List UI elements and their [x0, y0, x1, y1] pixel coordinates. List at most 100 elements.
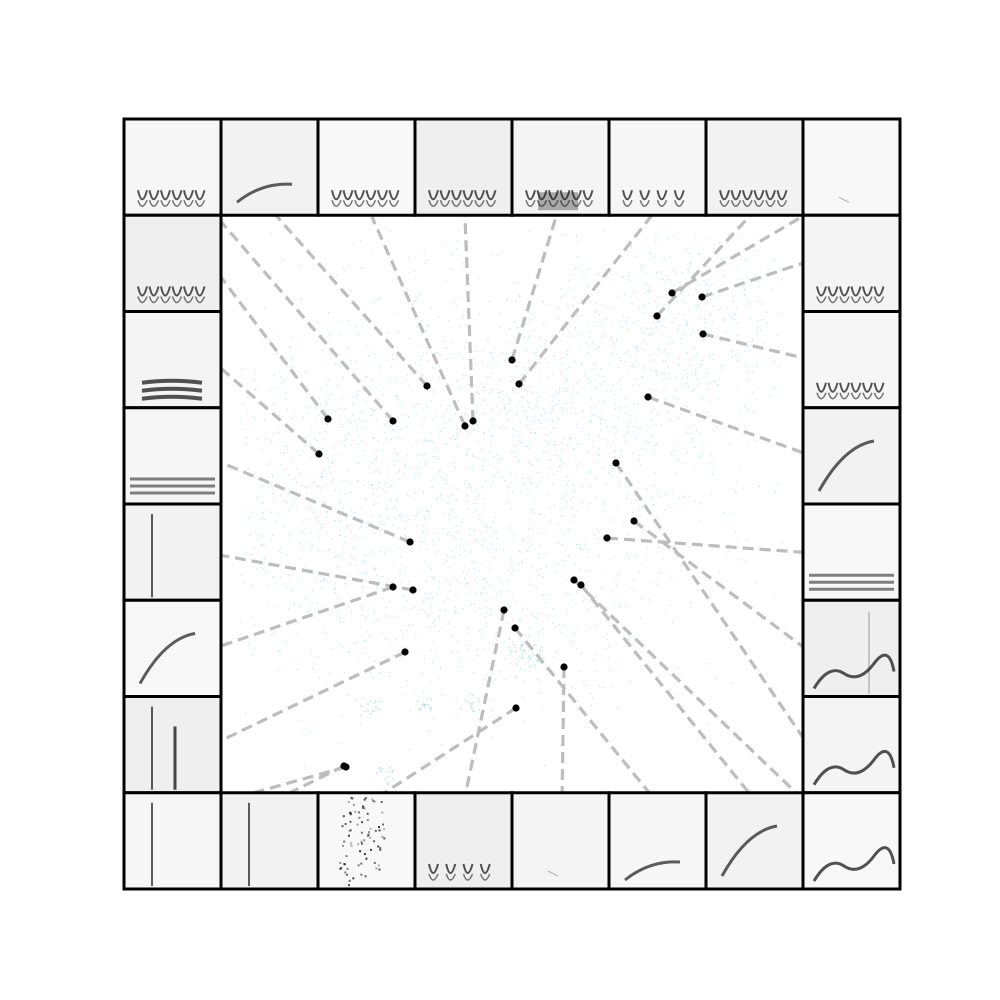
spectrogram-mark [344, 823, 347, 825]
embedding-point [563, 293, 565, 296]
spectrogram-mark [839, 286, 850, 297]
embedding-point [679, 292, 682, 295]
embedding-point [253, 419, 256, 421]
embedding-point [519, 296, 521, 298]
embedding-point [693, 348, 695, 350]
embedding-point [371, 252, 374, 254]
embedding-point [526, 415, 529, 418]
spectrogram-mark [358, 811, 361, 814]
embedding-point [474, 610, 476, 612]
embedding-point [398, 471, 401, 473]
spectrogram-mark [348, 879, 351, 882]
embedding-point [600, 429, 602, 431]
embedding-point [662, 278, 665, 281]
embedding-point [478, 570, 480, 572]
embedding-point [490, 444, 493, 447]
embedding-point [587, 285, 590, 288]
embedding-point [528, 406, 530, 409]
embedding-point [408, 496, 411, 498]
embedding-point [575, 591, 578, 593]
embedding-point [594, 625, 596, 627]
embedding-point [484, 625, 487, 628]
embedding-point [308, 394, 311, 397]
embedding-point [524, 634, 527, 636]
embedding-point [756, 280, 758, 283]
embedding-point [375, 772, 378, 775]
embedding-point [422, 689, 425, 692]
embedding-point [630, 364, 633, 367]
embedding-point [311, 601, 313, 604]
embedding-point [380, 550, 382, 553]
embedding-point [439, 667, 442, 669]
embedding-point [437, 538, 440, 541]
embedding-point [402, 472, 405, 475]
embedding-point [513, 644, 515, 647]
embedding-point [428, 515, 430, 518]
embedding-point [422, 608, 424, 611]
embedding-point [573, 287, 576, 289]
embedding-point [539, 681, 541, 683]
embedding-point [250, 511, 252, 513]
embedding-point [439, 494, 442, 497]
embedding-point [432, 442, 434, 444]
embedding-point [513, 436, 515, 439]
embedding-point [682, 496, 684, 498]
embedding-point [657, 489, 659, 491]
embedding-point [407, 416, 410, 418]
embedding-point [464, 413, 467, 415]
embedding-point [274, 403, 277, 406]
embedding-point [360, 705, 362, 707]
embedding-point [664, 281, 666, 284]
embedding-point [542, 594, 544, 596]
embedding-point [299, 454, 302, 456]
embedding-point [247, 643, 250, 645]
embedding-point [529, 524, 531, 527]
embedding-point [713, 380, 715, 383]
embedding-point [635, 349, 638, 352]
connector-line [702, 332, 813, 362]
embedding-point [361, 536, 363, 538]
embedding-point [449, 581, 452, 584]
embedding-point [531, 529, 533, 531]
embedding-point [398, 514, 400, 517]
embedding-point [403, 458, 406, 460]
embedding-point [523, 410, 526, 412]
embedding-point [441, 498, 444, 501]
embedding-point [460, 707, 462, 710]
embedding-point [603, 230, 606, 232]
spectrogram-mark [445, 873, 456, 881]
embedding-point [778, 483, 780, 486]
embedding-point [526, 607, 528, 610]
embedding-point [512, 594, 515, 596]
embedding-point [611, 384, 614, 387]
spectrogram-mark [639, 199, 650, 207]
spectrogram-mark [363, 853, 366, 856]
embedding-point [553, 656, 556, 658]
embedding-point [364, 710, 366, 713]
connector-line [370, 216, 467, 427]
embedding-point [639, 428, 641, 430]
embedding-point [417, 467, 420, 469]
embedding-point [300, 720, 302, 722]
embedding-point [632, 589, 635, 591]
embedding-point [594, 364, 597, 367]
embedding-point [574, 267, 577, 270]
embedding-point [498, 670, 501, 673]
embedding-point [331, 462, 334, 465]
embedding-point [691, 373, 694, 376]
embedding-point [485, 530, 487, 532]
embedding-point [552, 408, 554, 411]
spectrogram-mark [362, 807, 365, 810]
embedding-point [558, 540, 561, 543]
embedding-point [383, 524, 386, 526]
embedding-point [521, 397, 523, 399]
embedding-point [401, 404, 404, 406]
embedding-point [368, 483, 370, 486]
embedding-point [387, 776, 390, 778]
embedding-point [536, 486, 538, 489]
embedding-point [567, 350, 569, 352]
spectrogram-mark [348, 830, 351, 832]
embedding-point [554, 444, 557, 446]
embedding-point [591, 342, 594, 344]
embedding-point [513, 321, 516, 324]
